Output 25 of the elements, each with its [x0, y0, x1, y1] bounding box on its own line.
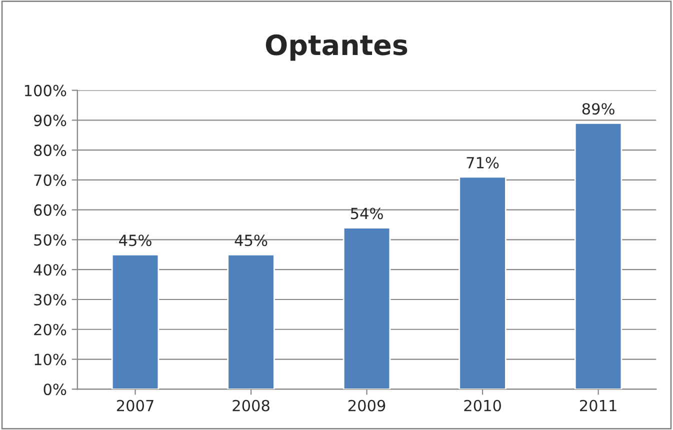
bar	[574, 122, 622, 390]
y-tick-label: 60%	[34, 204, 66, 216]
y-tick-label: 50%	[34, 234, 66, 246]
y-tick-label: 20%	[34, 324, 66, 336]
y-tick-label: 80%	[34, 144, 66, 156]
x-tick-label: 2011	[580, 400, 616, 412]
y-tick-label: 30%	[34, 294, 66, 306]
bar	[111, 254, 160, 390]
x-tick-label: 2008	[232, 400, 270, 412]
data-label: 89%	[582, 103, 614, 115]
x-tick-label: 2009	[348, 400, 386, 412]
y-tick-label: 0%	[44, 384, 66, 396]
y-tick-label: 10%	[34, 354, 66, 366]
bar	[342, 227, 391, 390]
bar	[227, 254, 275, 390]
x-tick-label: 2010	[464, 400, 501, 412]
y-tick-label: 90%	[34, 114, 66, 126]
y-tick-label: 70%	[34, 174, 66, 186]
bar	[458, 176, 506, 390]
y-tick-label: 40%	[34, 264, 66, 276]
chart-title: Optantes	[266, 34, 408, 61]
y-tick-label: 100%	[24, 84, 66, 96]
data-label: 71%	[466, 156, 499, 168]
x-tick-label: 2007	[116, 400, 154, 412]
data-label: 54%	[350, 208, 383, 220]
